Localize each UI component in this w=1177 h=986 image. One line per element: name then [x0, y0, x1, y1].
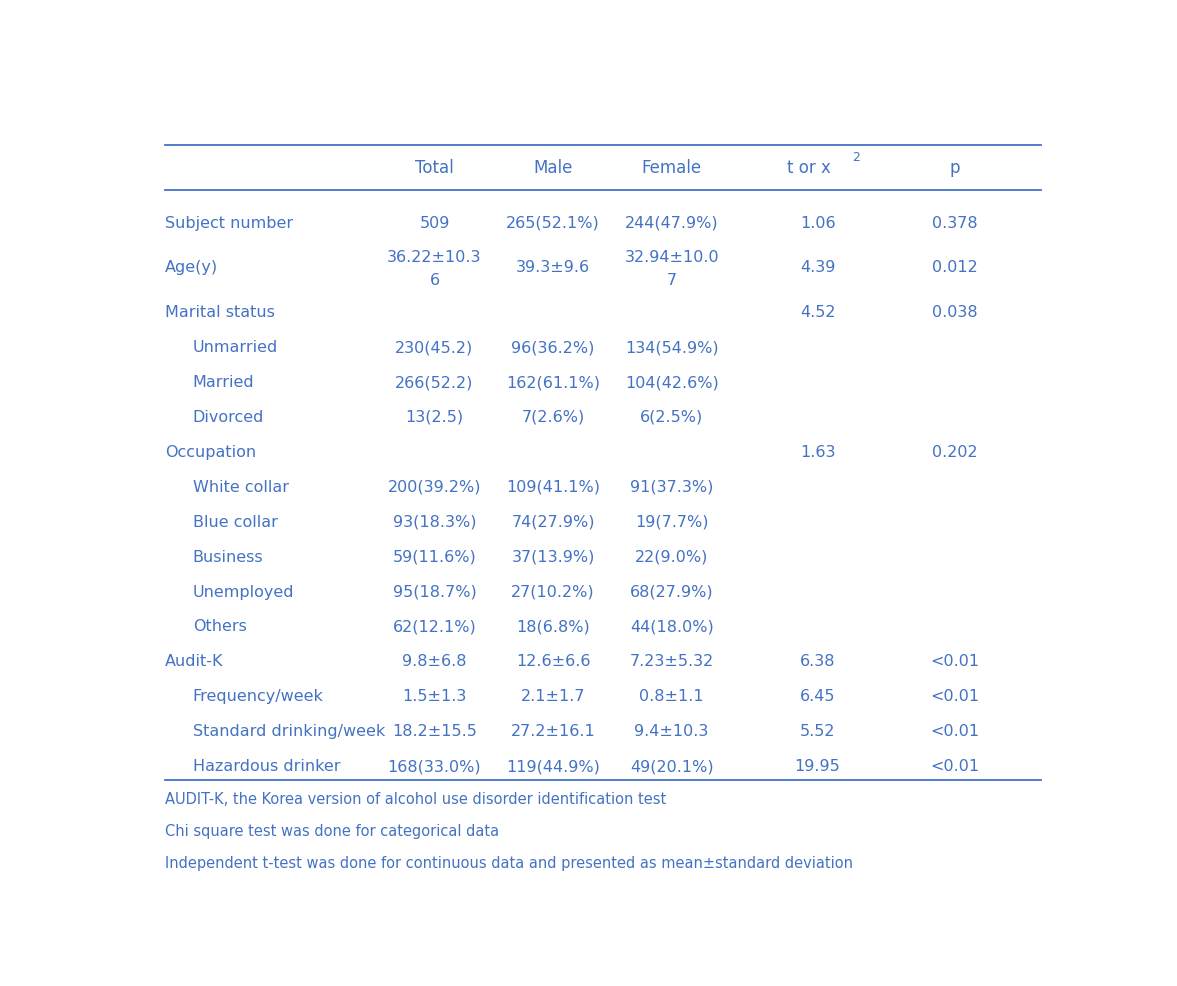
Text: Blue collar: Blue collar [193, 515, 278, 529]
Text: Audit-K: Audit-K [165, 655, 224, 669]
Text: 9.4±10.3: 9.4±10.3 [634, 725, 709, 740]
Text: 62(12.1%): 62(12.1%) [393, 619, 477, 635]
Text: 36.22±10.3: 36.22±10.3 [387, 249, 481, 265]
Text: 1.06: 1.06 [799, 216, 836, 231]
Text: 9.8±6.8: 9.8±6.8 [403, 655, 467, 669]
Text: 509: 509 [419, 216, 450, 231]
Text: 74(27.9%): 74(27.9%) [511, 515, 594, 529]
Text: 22(9.0%): 22(9.0%) [634, 549, 709, 565]
Text: 27(10.2%): 27(10.2%) [511, 585, 594, 599]
Text: Total: Total [415, 159, 454, 176]
Text: Unmarried: Unmarried [193, 340, 278, 355]
Text: Subject number: Subject number [165, 216, 293, 231]
Text: 265(52.1%): 265(52.1%) [506, 216, 600, 231]
Text: 104(42.6%): 104(42.6%) [625, 375, 718, 390]
Text: Independent t-test was done for continuous data and presented as mean±standard d: Independent t-test was done for continuo… [165, 856, 853, 871]
Text: <0.01: <0.01 [930, 689, 979, 704]
Text: 0.378: 0.378 [931, 216, 977, 231]
Text: 168(33.0%): 168(33.0%) [387, 759, 481, 774]
Text: 200(39.2%): 200(39.2%) [387, 480, 481, 495]
Text: 6(2.5%): 6(2.5%) [640, 410, 703, 425]
Text: 44(18.0%): 44(18.0%) [630, 619, 713, 635]
Text: 0.012: 0.012 [931, 260, 977, 275]
Text: 7.23±5.32: 7.23±5.32 [630, 655, 713, 669]
Text: 27.2±16.1: 27.2±16.1 [511, 725, 596, 740]
Text: 96(36.2%): 96(36.2%) [511, 340, 594, 355]
Text: 4.39: 4.39 [800, 260, 836, 275]
Text: Female: Female [641, 159, 701, 176]
Text: 162(61.1%): 162(61.1%) [506, 375, 600, 390]
Text: 119(44.9%): 119(44.9%) [506, 759, 600, 774]
Text: Divorced: Divorced [193, 410, 264, 425]
Text: 0.202: 0.202 [931, 445, 977, 459]
Text: Marital status: Marital status [165, 306, 275, 320]
Text: t or x: t or x [786, 159, 831, 176]
Text: 91(37.3%): 91(37.3%) [630, 480, 713, 495]
Text: Others: Others [193, 619, 247, 635]
Text: 230(45.2): 230(45.2) [395, 340, 473, 355]
Text: 0.038: 0.038 [931, 306, 977, 320]
Text: AUDIT-K, the Korea version of alcohol use disorder identification test: AUDIT-K, the Korea version of alcohol us… [165, 792, 666, 807]
Text: Hazardous drinker: Hazardous drinker [193, 759, 340, 774]
Text: Male: Male [533, 159, 573, 176]
Text: 18(6.8%): 18(6.8%) [517, 619, 590, 635]
Text: 68(27.9%): 68(27.9%) [630, 585, 713, 599]
Text: Married: Married [193, 375, 254, 390]
Text: Occupation: Occupation [165, 445, 257, 459]
Text: 19(7.7%): 19(7.7%) [634, 515, 709, 529]
Text: 13(2.5): 13(2.5) [405, 410, 464, 425]
Text: 37(13.9%): 37(13.9%) [511, 549, 594, 565]
Text: Age(y): Age(y) [165, 260, 219, 275]
Text: 59(11.6%): 59(11.6%) [393, 549, 477, 565]
Text: <0.01: <0.01 [930, 655, 979, 669]
Text: 6.38: 6.38 [800, 655, 836, 669]
Text: <0.01: <0.01 [930, 759, 979, 774]
Text: 7(2.6%): 7(2.6%) [521, 410, 585, 425]
Text: 93(18.3%): 93(18.3%) [393, 515, 477, 529]
Text: <0.01: <0.01 [930, 725, 979, 740]
Text: 39.3±9.6: 39.3±9.6 [516, 260, 590, 275]
Text: White collar: White collar [193, 480, 288, 495]
Text: 266(52.2): 266(52.2) [395, 375, 473, 390]
Text: 49(20.1%): 49(20.1%) [630, 759, 713, 774]
Text: 19.95: 19.95 [794, 759, 840, 774]
Text: Standard drinking/week: Standard drinking/week [193, 725, 385, 740]
Text: 6: 6 [430, 272, 439, 288]
Text: 12.6±6.6: 12.6±6.6 [516, 655, 591, 669]
Text: 244(47.9%): 244(47.9%) [625, 216, 718, 231]
Text: Chi square test was done for categorical data: Chi square test was done for categorical… [165, 823, 499, 839]
Text: 7: 7 [666, 272, 677, 288]
Text: 1.5±1.3: 1.5±1.3 [403, 689, 466, 704]
Text: 2: 2 [852, 151, 860, 165]
Text: Business: Business [193, 549, 264, 565]
Text: 109(41.1%): 109(41.1%) [506, 480, 600, 495]
Text: 134(54.9%): 134(54.9%) [625, 340, 718, 355]
Text: 32.94±10.0: 32.94±10.0 [624, 249, 719, 265]
Text: 0.8±1.1: 0.8±1.1 [639, 689, 704, 704]
Text: Unemployed: Unemployed [193, 585, 294, 599]
Text: Frequency/week: Frequency/week [193, 689, 324, 704]
Text: 95(18.7%): 95(18.7%) [393, 585, 477, 599]
Text: 18.2±15.5: 18.2±15.5 [392, 725, 477, 740]
Text: 4.52: 4.52 [800, 306, 836, 320]
Text: 2.1±1.7: 2.1±1.7 [520, 689, 585, 704]
Text: 5.52: 5.52 [800, 725, 836, 740]
Text: 1.63: 1.63 [800, 445, 836, 459]
Text: p: p [949, 159, 959, 176]
Text: 6.45: 6.45 [800, 689, 836, 704]
